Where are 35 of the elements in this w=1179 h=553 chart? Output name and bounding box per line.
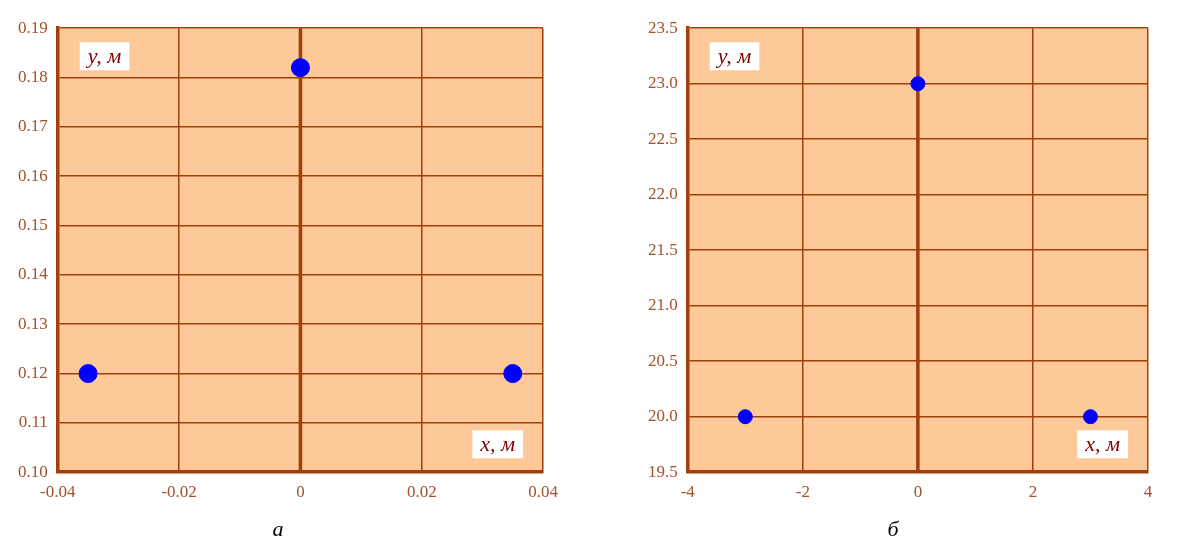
y-tick-label: 21.0 [648,295,678,315]
y-tick-label: 20.5 [648,350,678,370]
y-tick-label: 0.11 [18,412,48,432]
x-tick-label: 4 [1143,481,1153,501]
x-tick-label: 0.04 [528,481,559,501]
text: а [272,515,284,541]
x-axis-title: x, м [1084,430,1121,456]
y-tick-label: 0.15 [18,215,48,234]
x-tick-label: 0.02 [406,481,437,501]
y-tick-label: 20.0 [648,406,678,426]
x-axis-title: x, м [479,430,516,456]
x-tick-label: -4 [680,481,696,501]
y-tick-label: 0.16 [18,165,48,185]
text: б [887,515,900,541]
y-axis-title: y, м [85,42,122,68]
y-tick-label: 0.19 [18,17,48,37]
y-tick-label: 23.0 [648,73,678,93]
x-tick-label: -0.04 [40,481,76,501]
y-tick-label: 0.13 [18,313,48,333]
y-tick-label: 22.5 [648,128,678,148]
x-tick-label: 2 [1028,481,1038,501]
y-axis-title: y, м [715,42,752,68]
x-tick-label: -2 [795,481,810,501]
y-tick-label: 19.5 [648,461,678,481]
x-tick-label: -0.02 [161,481,197,501]
y-tick-label: 0.10 [18,461,48,481]
y-tick-label: 22.0 [648,184,678,204]
y-tick-label: 0.12 [18,363,48,382]
y-tick-label: 23.5 [648,17,678,37]
x-tick-label: 0 [296,481,305,501]
y-tick-label: 0.14 [18,264,49,284]
y-tick-label: 0.17 [18,116,49,136]
x-tick-label: 0 [913,481,923,501]
y-tick-label: 0.18 [18,67,48,86]
y-tick-label: 21.5 [648,239,678,259]
